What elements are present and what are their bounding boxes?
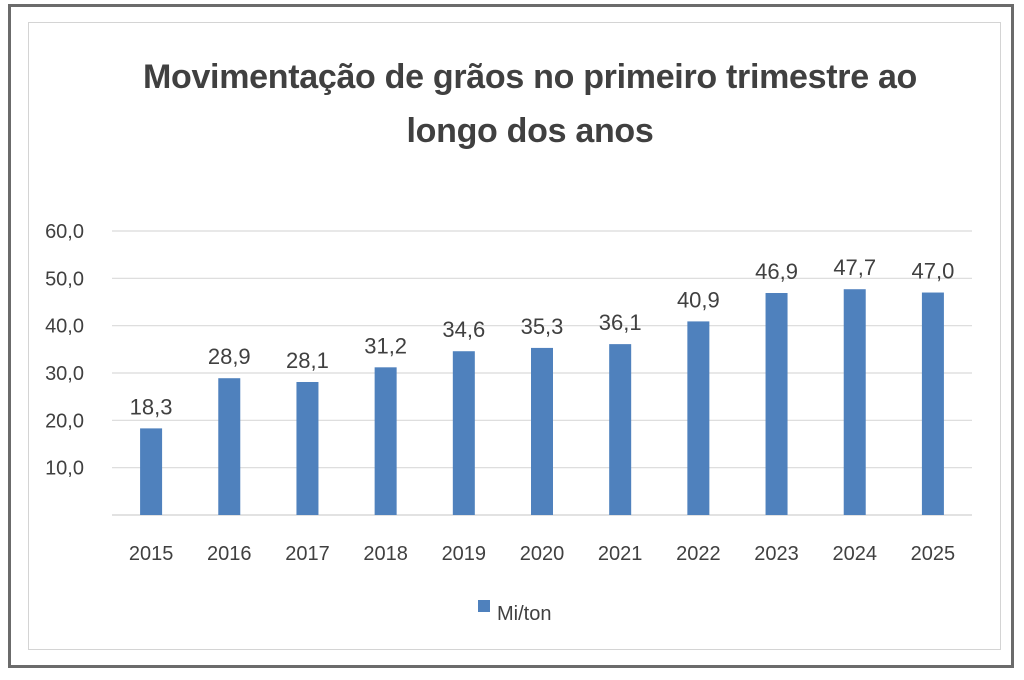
data-label: 31,2	[364, 333, 407, 358]
x-tick-label: 2017	[285, 543, 330, 565]
data-label: 47,7	[833, 255, 876, 280]
data-labels: 18,3 28,9 28,1 31,2 34,6 35,3 36,1 40,9 46,9 47,7…	[130, 255, 955, 419]
x-tick-label: 2025	[911, 543, 956, 565]
y-tick-label: 50,0	[45, 268, 84, 290]
legend-label: Mi/ton	[497, 603, 551, 625]
x-tick-label: 2020	[520, 543, 565, 565]
y-tick-label: 30,0	[45, 363, 84, 385]
legend-swatch	[478, 600, 490, 612]
y-tick-label: 10,0	[45, 458, 84, 480]
x-tick-label: 2019	[442, 543, 487, 565]
chart-title: Movimentação de grãos no primeiro trimes…	[142, 58, 918, 151]
x-tick-label: 2015	[129, 543, 174, 565]
legend: Mi/ton	[478, 600, 551, 625]
bar	[374, 367, 397, 515]
bar	[843, 289, 866, 515]
x-axis-labels: 2015 2016 2017 2018 2019 2020 2021 2022 2023 2024…	[129, 543, 955, 565]
data-label: 18,3	[130, 394, 173, 419]
bar	[609, 344, 632, 515]
x-tick-label: 2021	[598, 543, 643, 565]
data-label: 46,9	[755, 259, 798, 284]
data-label: 36,1	[599, 310, 642, 335]
x-tick-label: 2023	[754, 543, 799, 565]
bar	[452, 351, 475, 515]
bars	[140, 289, 944, 515]
bar	[218, 378, 241, 515]
data-label: 28,9	[208, 344, 251, 369]
bar	[140, 428, 163, 515]
bar	[531, 347, 553, 515]
y-tick-label: 20,0	[45, 410, 84, 432]
bar	[765, 293, 788, 515]
data-label: 34,6	[442, 317, 485, 342]
data-label: 47,0	[911, 259, 954, 284]
bar	[687, 321, 710, 515]
x-tick-label: 2024	[832, 543, 877, 565]
data-label: 28,1	[286, 348, 329, 373]
data-label: 40,9	[677, 287, 720, 312]
chart-area-border	[28, 22, 1001, 650]
y-tick-label: 40,0	[45, 316, 84, 338]
y-tick-label: 60,0	[45, 221, 84, 243]
x-tick-label: 2016	[207, 543, 252, 565]
x-tick-label: 2018	[363, 543, 408, 565]
bar	[296, 381, 319, 515]
x-tick-label: 2022	[676, 543, 721, 565]
y-axis-ticks: 10,0 20,0 30,0 40,0 50,0 60,0	[45, 221, 84, 480]
bar	[921, 292, 944, 515]
data-label: 35,3	[521, 314, 564, 339]
